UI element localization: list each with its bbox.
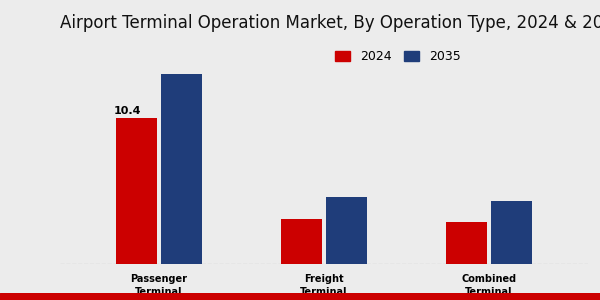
Text: 10.4: 10.4	[114, 106, 142, 116]
Bar	[446, 222, 487, 264]
Text: Airport Terminal Operation Market, By Operation Type, 2024 & 2035: Airport Terminal Operation Market, By Op…	[60, 14, 600, 32]
Legend: 2024, 2035: 2024, 2035	[330, 45, 466, 68]
Bar	[491, 201, 532, 264]
Bar	[326, 196, 367, 264]
Bar	[161, 74, 202, 264]
Bar	[116, 118, 157, 264]
Bar	[281, 219, 322, 264]
